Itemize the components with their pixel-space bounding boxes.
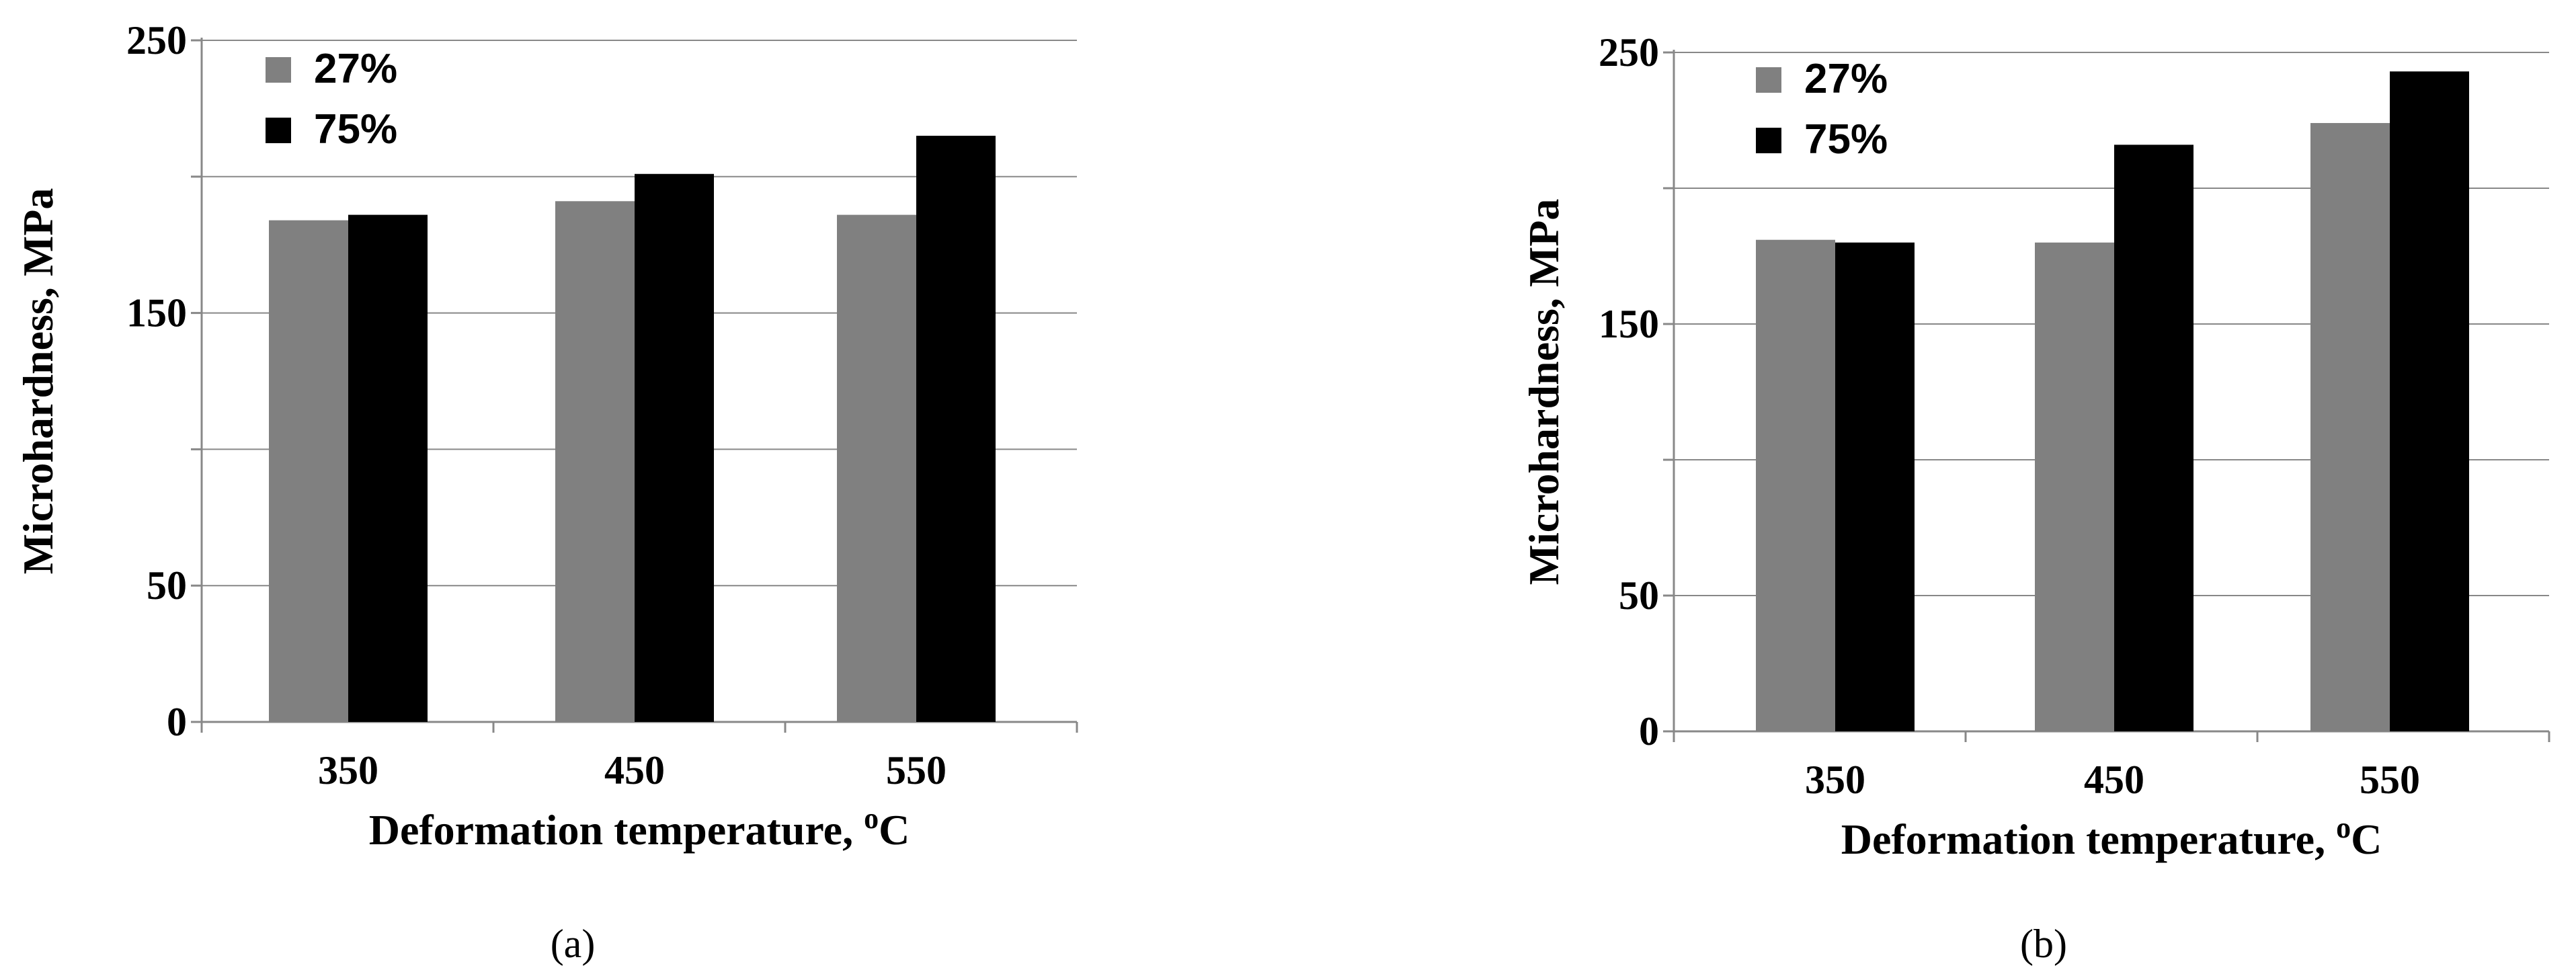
y-tick-label: 150 (1599, 302, 1659, 346)
bar-75pct-450 (635, 173, 714, 722)
legend-label: 75% (1804, 116, 1888, 163)
y-tick-label: 0 (167, 700, 187, 744)
x-tick-label: 350 (318, 748, 378, 793)
chart-panel-a: 0 50 150 250 350 450 550 27% 75% Deformation temp… (14, 18, 1078, 966)
bar-27pct-450 (555, 201, 635, 723)
bar-27pct-350 (269, 220, 348, 722)
x-axis-title-unit: C (879, 806, 910, 854)
legend-swatch (1756, 128, 1781, 153)
panel-label: (a) (551, 922, 596, 966)
x-tick-label: 450 (2084, 758, 2144, 802)
x-axis-title-text: Deformation temperature, (1841, 815, 2336, 863)
bar-75pct-350 (1835, 242, 1915, 731)
x-axis-title-unit: C (2351, 815, 2382, 863)
panel-label: (b) (2020, 922, 2067, 966)
y-tick-label: 150 (126, 291, 187, 335)
legend-swatch (266, 118, 291, 143)
x-axis-title-superscript: o (2336, 811, 2351, 844)
x-tick-label: 350 (1805, 758, 1865, 802)
bar-27pct-550 (837, 214, 916, 723)
y-tick-label: 250 (126, 18, 187, 63)
y-tick-label: 50 (1619, 573, 1659, 618)
x-axis-title: Deformation temperature, oC (369, 802, 910, 854)
bar-75pct-550 (916, 135, 996, 722)
x-tick-label: 550 (2360, 758, 2420, 802)
legend-label: 75% (314, 106, 397, 153)
x-tick-label: 450 (604, 748, 665, 793)
y-tick-label: 50 (147, 563, 187, 608)
legend-swatch (1756, 67, 1781, 93)
bar-27pct-350 (1756, 239, 1835, 731)
bar-75pct-350 (348, 214, 428, 723)
y-tick-label: 250 (1599, 30, 1659, 75)
bar-27pct-450 (2035, 242, 2114, 731)
bar-75pct-550 (2390, 71, 2469, 731)
legend-swatch (266, 57, 291, 83)
x-axis-title-text: Deformation temperature, (369, 806, 864, 854)
bar-27pct-550 (2310, 123, 2390, 732)
x-axis-title: Deformation temperature, oC (1841, 811, 2382, 863)
y-axis-title: Microhardness, MPa (1520, 199, 1568, 585)
bar-75pct-450 (2114, 145, 2193, 732)
legend-label: 27% (314, 46, 397, 92)
x-tick-label: 550 (886, 748, 947, 793)
y-axis-title: Microhardness, MPa (14, 188, 62, 575)
legend-label: 27% (1804, 56, 1888, 102)
x-axis-title-superscript: o (864, 802, 879, 835)
chart-panel-b: 0 50 150 250 350 450 550 27% 75% Deformation temp… (1520, 30, 2550, 966)
y-tick-label: 0 (1639, 709, 1659, 754)
